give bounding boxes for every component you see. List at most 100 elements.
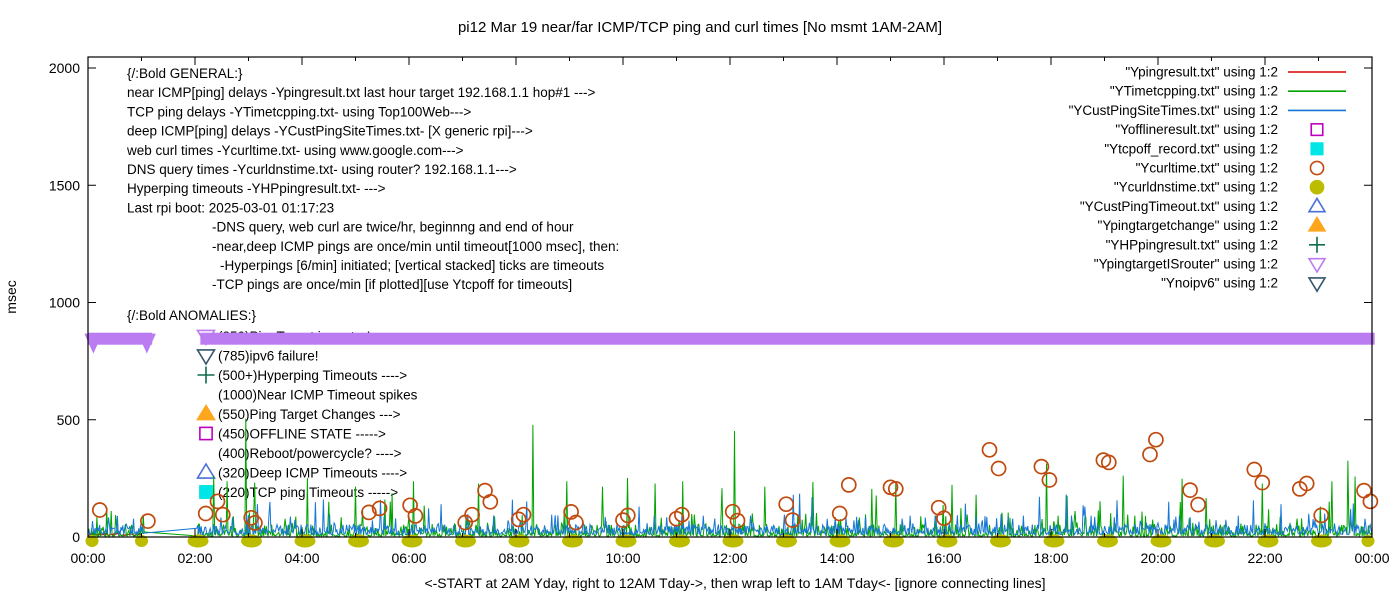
dns-time-point	[1097, 534, 1118, 548]
general-line: DNS query times -Ycurldnstime.txt- using…	[127, 162, 517, 177]
dns-time-point	[829, 534, 851, 548]
curl-time-point	[140, 513, 156, 529]
curl-time-point	[981, 441, 998, 458]
anomaly-square-icon	[199, 426, 213, 441]
legend-label: "YTimetcpping.txt" using 1:2	[1110, 84, 1278, 99]
legend-circle-icon	[1309, 179, 1325, 195]
anomaly-line: (785)ipv6 failure!	[218, 349, 319, 364]
legend-tri-up-icon	[1307, 216, 1327, 232]
legend: "Ypingresult.txt" using 1:2 "YTimetcpping…	[1069, 65, 1346, 293]
general-line: {/:Bold GENERAL:}	[127, 66, 243, 81]
legend-tri-down-icon	[1307, 257, 1327, 274]
anomaly-line: (450)OFFLINE STATE ----->	[218, 427, 386, 442]
dns-time-point	[1043, 534, 1065, 548]
x-tick-label: 04:00	[284, 550, 319, 566]
curl-time-point	[936, 510, 952, 527]
dns-time-point	[1361, 535, 1375, 547]
legend-label: "Ycurltime.txt" using 1:2	[1136, 161, 1278, 176]
pingtarget-band-tip	[137, 333, 156, 354]
dns-time-point	[241, 534, 262, 548]
dns-time-point	[187, 534, 209, 548]
legend-tri-up-icon	[1307, 196, 1327, 213]
general-line: web curl times -Ycurltime.txt- using www…	[126, 143, 464, 158]
legend-tri-down-icon	[1307, 277, 1327, 293]
curl-time-point	[1100, 454, 1117, 471]
x-tick-label: 18:00	[1033, 550, 1068, 566]
dns-time-point	[294, 534, 316, 548]
legend-label: "Yofflineresult.txt" using 1:2	[1115, 122, 1278, 137]
legend-plus-icon	[1309, 236, 1325, 253]
legend-label: "Ycurldnstime.txt" using 1:2	[1114, 180, 1278, 195]
curl-time-point	[197, 505, 214, 522]
legend-square-icon	[1310, 142, 1324, 156]
curl-time-point	[1362, 493, 1379, 510]
anomaly-line: (220)TCP ping Timeouts ----->	[218, 485, 398, 500]
dns-time-point	[669, 534, 690, 548]
dns-time-point	[883, 534, 904, 548]
curl-time-point	[1033, 458, 1050, 475]
anomaly-plus-icon	[197, 366, 215, 384]
x-tick-label: 16:00	[926, 550, 961, 566]
general-line: -Hyperpings [6/min] initiated; [vertical…	[220, 258, 604, 273]
legend-label: "Ypingresult.txt" using 1:2	[1125, 65, 1278, 80]
anomaly-square-icon	[199, 485, 213, 499]
curl-time-point	[619, 507, 636, 524]
dns-time-point	[135, 535, 148, 547]
curl-time-point	[784, 512, 801, 528]
dns-time-point	[508, 534, 530, 548]
anomaly-tri-up-icon	[196, 462, 216, 479]
dns-time-point	[1150, 534, 1172, 548]
y-axis-label: msec	[3, 280, 19, 313]
legend-label: "YHPpingresult.txt" using 1:2	[1106, 237, 1278, 252]
anomaly-tri-down-icon	[196, 349, 216, 366]
y-tick-label: 2000	[49, 60, 80, 76]
curl-time-point	[840, 477, 857, 493]
dns-time-point	[85, 535, 99, 547]
general-line: Hyperping timeouts -YHPpingresult.txt- -…	[127, 181, 386, 196]
series-ycurltime-points	[91, 431, 1379, 531]
series-ypingtargetisrouter-band	[84, 332, 1375, 354]
curl-time-point	[724, 503, 741, 520]
dns-time-point	[348, 534, 369, 548]
pingtarget-band-segment	[88, 332, 153, 345]
anomaly-line: (550)Ping Target Changes --->	[218, 407, 401, 422]
x-tick-label: 02:00	[177, 550, 212, 566]
dns-time-point	[401, 534, 423, 548]
curl-time-point	[1041, 472, 1058, 488]
curl-time-point	[214, 506, 231, 523]
curl-time-point	[1313, 507, 1330, 524]
dns-time-point	[1257, 534, 1279, 548]
general-line: near ICMP[ping] delays -Ypingresult.txt …	[127, 85, 596, 100]
curl-time-point	[1182, 482, 1198, 498]
curl-time-point	[407, 508, 424, 524]
curl-time-point	[1298, 475, 1315, 492]
x-axis-label: <-START at 2AM Yday, right to 12AM Tday-…	[424, 575, 1045, 591]
anomaly-line: (1000)Near ICMP Timeout spikes	[218, 388, 418, 403]
x-tick-label: 14:00	[819, 550, 854, 566]
legend-label: "Ypingtargetchange" using 1:2	[1098, 218, 1278, 233]
curl-time-point	[1190, 496, 1206, 513]
curl-time-point	[371, 500, 388, 517]
curl-time-point	[1148, 431, 1164, 448]
legend-label: "YCustPingTimeout.txt" using 1:2	[1080, 199, 1278, 214]
x-tick-label: 10:00	[605, 550, 640, 566]
curl-time-point	[464, 506, 480, 523]
x-tick-label: 06:00	[391, 550, 426, 566]
axes: 00:00 02:00 04:00 06:00 08:00 10:00 12:00 14:00…	[49, 56, 1390, 566]
x-tick-label: 00:00	[1354, 550, 1389, 566]
curl-time-point	[563, 504, 579, 520]
y-tick-label: 1500	[49, 177, 80, 193]
curl-time-point	[831, 505, 848, 522]
curl-time-point	[209, 493, 226, 510]
dns-time-point	[722, 534, 744, 548]
general-line: TCP ping delays -YTimetcpping.txt- using…	[127, 104, 471, 119]
dns-time-point	[936, 534, 958, 548]
curl-time-point	[990, 460, 1007, 477]
x-tick-label: 08:00	[498, 550, 533, 566]
curl-time-point	[1142, 446, 1158, 463]
dns-time-point	[562, 534, 583, 548]
x-tick-label: 20:00	[1140, 550, 1175, 566]
pingtarget-band-segment	[200, 332, 1375, 345]
general-line: Last rpi boot: 2025-03-01 01:17:23	[127, 200, 334, 215]
